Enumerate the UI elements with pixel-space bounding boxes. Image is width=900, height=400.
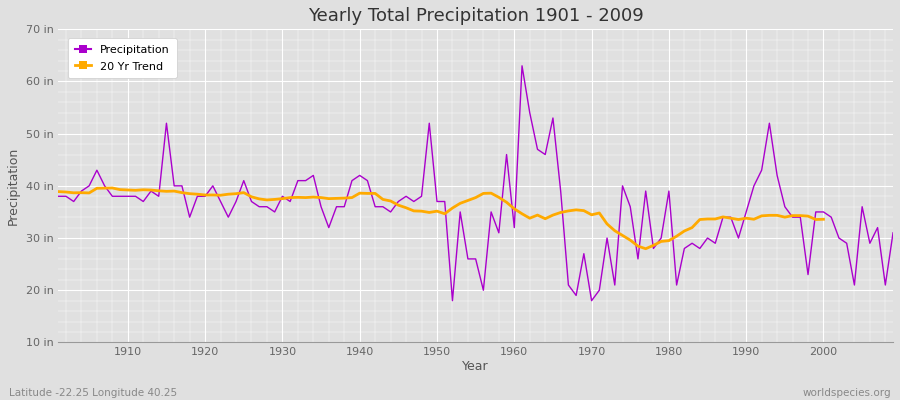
Y-axis label: Precipitation: Precipitation [7, 147, 20, 225]
Text: Latitude -22.25 Longitude 40.25: Latitude -22.25 Longitude 40.25 [9, 388, 177, 398]
X-axis label: Year: Year [463, 360, 489, 373]
Text: worldspecies.org: worldspecies.org [803, 388, 891, 398]
Title: Yearly Total Precipitation 1901 - 2009: Yearly Total Precipitation 1901 - 2009 [308, 7, 644, 25]
Legend: Precipitation, 20 Yr Trend: Precipitation, 20 Yr Trend [68, 38, 176, 78]
